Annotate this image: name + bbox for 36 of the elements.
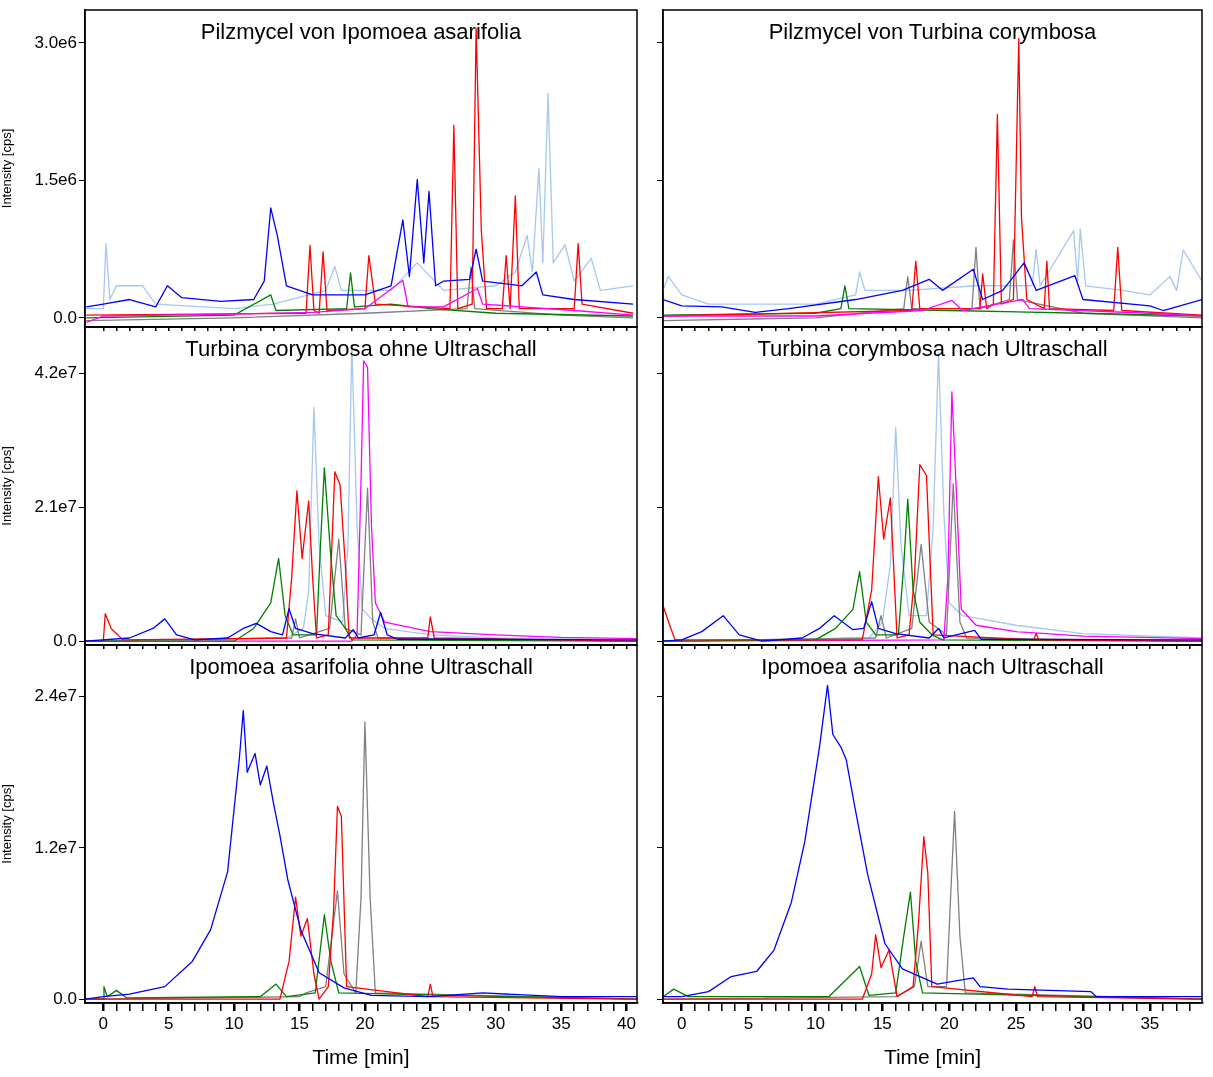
x-tick-label: 25 xyxy=(420,1013,440,1033)
x-tick-label: 5 xyxy=(163,1013,174,1033)
y-tick-label: 0.0 xyxy=(53,988,77,1008)
y-axis-title: Intensity [cps] xyxy=(0,128,15,209)
chart-title: Ipomoea asarifolia ohne Ultraschall xyxy=(189,654,533,680)
y-tick-label: 2.4e7 xyxy=(34,686,77,706)
y-tick-label: 4.2e7 xyxy=(34,363,77,383)
y-tick-label: 2.1e7 xyxy=(34,497,77,517)
y-tick-label: 0.0 xyxy=(53,307,77,327)
x-tick-label: 0 xyxy=(98,1013,109,1033)
y-tick-label: 1.5e6 xyxy=(34,170,77,190)
x-tick-label: 25 xyxy=(1006,1013,1026,1033)
x-axis-title: Time [min] xyxy=(883,1045,982,1069)
x-tick-label: 5 xyxy=(743,1013,754,1033)
chart-title: Pilzmycel von Turbina corymbosa xyxy=(768,19,1098,45)
x-tick-label: 20 xyxy=(939,1013,959,1033)
x-axis-title: Time [min] xyxy=(312,1045,410,1069)
y-axis-title: Intensity [cps] xyxy=(0,446,15,526)
y-axis-title: Intensity [cps] xyxy=(0,784,15,864)
x-tick-label: 30 xyxy=(486,1013,506,1033)
y-tick-label: 3.0e6 xyxy=(34,32,77,52)
x-tick-label: 10 xyxy=(224,1013,244,1033)
chart-title: Turbina corymbosa ohne Ultraschall xyxy=(185,336,537,362)
x-tick-label: 35 xyxy=(551,1013,571,1033)
y-tick-label: 0.0 xyxy=(53,630,77,650)
x-tick-label: 35 xyxy=(1140,1013,1160,1033)
chart-title: Turbina corymbosa nach Ultraschall xyxy=(757,336,1108,362)
x-tick-label: 10 xyxy=(806,1013,825,1033)
x-tick-label: 20 xyxy=(355,1013,375,1033)
x-tick-label: 15 xyxy=(872,1013,892,1033)
x-tick-label: 15 xyxy=(290,1013,309,1033)
y-tick-label: 1.2e7 xyxy=(34,837,77,857)
x-tick-label: 30 xyxy=(1073,1013,1093,1033)
x-tick-label: 40 xyxy=(617,1013,636,1033)
x-tick-label: 0 xyxy=(676,1013,687,1033)
chart-title: Ipomoea asarifolia nach Ultraschall xyxy=(761,654,1104,680)
